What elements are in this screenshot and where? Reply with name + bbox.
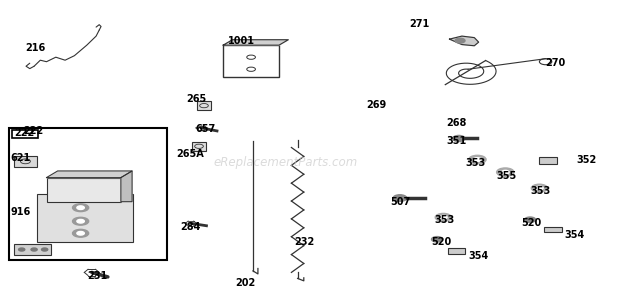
Bar (192, 142, 206, 150)
Text: 353: 353 (434, 215, 454, 225)
Circle shape (525, 217, 536, 222)
Text: 202: 202 (236, 278, 256, 288)
Text: 352: 352 (577, 154, 597, 165)
FancyBboxPatch shape (539, 157, 557, 164)
Polygon shape (223, 40, 288, 45)
FancyBboxPatch shape (544, 227, 562, 232)
Text: 1001: 1001 (228, 36, 255, 46)
Text: 222: 222 (14, 128, 35, 138)
Text: 271: 271 (409, 19, 430, 29)
Text: 232: 232 (294, 237, 315, 247)
Text: 284: 284 (180, 222, 200, 232)
Text: 353: 353 (465, 157, 485, 168)
Text: 268: 268 (446, 118, 467, 129)
Text: 231: 231 (87, 271, 107, 281)
Circle shape (435, 213, 451, 221)
Text: 269: 269 (366, 100, 386, 110)
FancyBboxPatch shape (46, 178, 121, 202)
Bar (37, 194, 133, 242)
Polygon shape (46, 171, 132, 178)
Text: 355: 355 (496, 171, 516, 181)
Circle shape (77, 219, 84, 223)
Circle shape (536, 186, 543, 190)
Circle shape (73, 204, 89, 212)
Text: 520: 520 (521, 218, 541, 228)
Text: 354: 354 (468, 251, 489, 262)
Text: 621: 621 (11, 153, 31, 163)
Text: 916: 916 (11, 207, 31, 217)
Text: 507: 507 (391, 197, 411, 207)
Bar (197, 101, 211, 110)
Text: 265A: 265A (177, 148, 205, 159)
Bar (12, 130, 38, 138)
Text: 354: 354 (564, 230, 585, 240)
Text: 657: 657 (195, 124, 216, 135)
Circle shape (432, 237, 443, 242)
Text: 353: 353 (530, 186, 551, 196)
Polygon shape (450, 36, 479, 46)
FancyBboxPatch shape (14, 156, 37, 167)
Circle shape (502, 170, 509, 174)
Circle shape (469, 155, 486, 164)
Bar (9, 128, 167, 260)
Circle shape (77, 206, 84, 209)
Circle shape (42, 248, 48, 251)
Text: 265: 265 (186, 94, 206, 104)
Text: 270: 270 (546, 58, 566, 68)
Circle shape (440, 216, 447, 219)
FancyBboxPatch shape (448, 248, 465, 254)
Text: 520: 520 (431, 237, 451, 247)
Circle shape (531, 184, 547, 192)
Text: 222: 222 (23, 126, 43, 136)
Circle shape (497, 168, 514, 176)
Polygon shape (121, 171, 132, 202)
Circle shape (453, 135, 465, 141)
Text: 351: 351 (446, 136, 467, 147)
Text: eReplacementParts.com: eReplacementParts.com (213, 156, 357, 169)
Text: 216: 216 (25, 43, 45, 53)
Circle shape (73, 217, 89, 225)
Circle shape (31, 248, 37, 251)
Circle shape (77, 231, 84, 235)
Circle shape (19, 248, 25, 251)
Circle shape (393, 195, 407, 201)
Circle shape (73, 229, 89, 237)
Circle shape (474, 158, 481, 161)
Bar (14, 244, 51, 255)
Bar (223, 45, 279, 77)
Circle shape (455, 38, 465, 43)
